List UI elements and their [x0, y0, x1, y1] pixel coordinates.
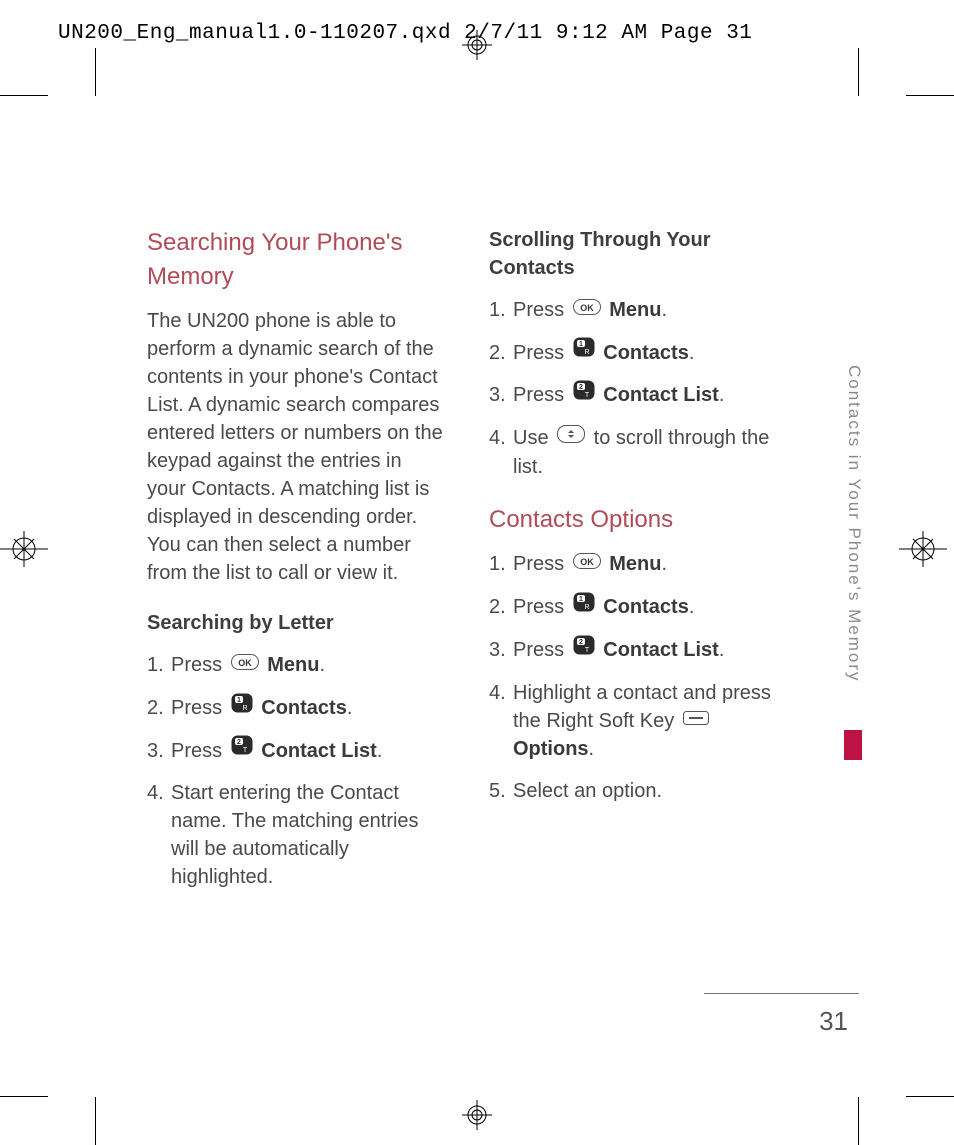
step-text: Press	[513, 596, 570, 618]
ok-key-icon	[573, 549, 601, 577]
step-item: 1. Press Menu.	[489, 550, 787, 579]
step-text: Press	[171, 740, 228, 762]
step-item: 4.Use to scroll through the list.	[489, 424, 787, 481]
step-text: Press	[513, 342, 570, 364]
step-number: 4.	[489, 679, 506, 707]
step-text: .	[347, 697, 353, 719]
keypad-1-icon	[573, 337, 595, 365]
step-text: .	[377, 740, 383, 762]
step-text: Select an option.	[513, 780, 662, 802]
step-text: .	[661, 553, 667, 575]
chapter-side-label: Contacts in Your Phone's Memory	[844, 365, 864, 683]
step-number: 2.	[489, 339, 506, 367]
crop-mark	[95, 48, 96, 96]
step-number: 1.	[489, 296, 506, 324]
step-item: 1. Press Menu.	[489, 296, 787, 325]
registration-mark-icon	[462, 1100, 492, 1130]
step-text: Press	[513, 553, 570, 575]
ok-key-icon	[231, 650, 259, 678]
chapter-tab	[844, 730, 862, 760]
step-number: 1.	[489, 550, 506, 578]
body-paragraph: The UN200 phone is able to perform a dyn…	[147, 307, 445, 587]
crop-mark	[858, 1097, 859, 1145]
step-bold: Contacts	[603, 596, 689, 618]
step-number: 4.	[489, 424, 506, 452]
step-number: 3.	[489, 636, 506, 664]
crop-mark	[906, 95, 954, 96]
crop-mark	[0, 95, 48, 96]
step-bold: Menu	[609, 299, 661, 321]
step-item: 2. Press Contacts.	[147, 694, 445, 723]
fold-mark-icon	[0, 525, 55, 573]
step-text: Press	[171, 697, 228, 719]
step-bold: Menu	[267, 654, 319, 676]
step-text: .	[661, 299, 667, 321]
step-number: 3.	[489, 381, 506, 409]
page-number: 31	[819, 1006, 848, 1037]
step-bold: Contact List	[261, 740, 377, 762]
step-bold: Options	[513, 738, 589, 760]
soft-key-icon	[683, 705, 709, 733]
step-list: 1. Press Menu. 2. Press Contacts. 3. Press Co…	[489, 550, 787, 805]
keypad-2-icon	[231, 735, 253, 763]
step-bold: Contacts	[261, 697, 347, 719]
crop-mark	[0, 1096, 48, 1097]
keypad-1-icon	[231, 693, 253, 721]
step-text: Press	[513, 384, 570, 406]
fold-mark-icon	[899, 525, 954, 573]
step-item: 4.Start entering the Contact name. The m…	[147, 779, 445, 891]
left-column: Searching Your Phone's Memory The UN200 …	[147, 226, 445, 905]
step-bold: Contacts	[603, 342, 689, 364]
section-heading: Searching Your Phone's Memory	[147, 226, 445, 293]
crop-mark	[858, 48, 859, 96]
step-item: 1. Press Menu.	[147, 651, 445, 680]
step-text: .	[319, 654, 325, 676]
keypad-2-icon	[573, 635, 595, 663]
step-number: 2.	[489, 593, 506, 621]
step-item: 4.Highlight a contact and press the Righ…	[489, 679, 787, 764]
subsection-heading: Searching by Letter	[147, 609, 445, 637]
footer-rule	[704, 993, 859, 994]
keypad-1-icon	[573, 592, 595, 620]
step-text: Press	[171, 654, 228, 676]
print-slug: UN200_Eng_manual1.0-110207.qxd 2/7/11 9:…	[58, 22, 752, 45]
ok-key-icon	[573, 295, 601, 323]
step-text: Press	[513, 639, 570, 661]
section-heading: Contacts Options	[489, 503, 787, 537]
step-text: .	[689, 596, 695, 618]
keypad-2-icon	[573, 380, 595, 408]
crop-mark	[906, 1096, 954, 1097]
step-item: 3. Press Contact List.	[489, 636, 787, 665]
step-item: 5. Select an option.	[489, 777, 787, 805]
step-item: 2. Press Contacts.	[489, 593, 787, 622]
step-bold: Menu	[609, 553, 661, 575]
registration-mark-icon	[462, 30, 492, 60]
crop-mark	[95, 1097, 96, 1145]
step-text: Start entering the Contact name. The mat…	[171, 782, 419, 888]
step-text: .	[719, 384, 725, 406]
step-item: 2. Press Contacts.	[489, 339, 787, 368]
step-item: 3. Press Contact List.	[489, 381, 787, 410]
step-text: Use	[513, 427, 554, 449]
step-text: .	[689, 342, 695, 364]
step-list: 1. Press Menu. 2. Press Contacts. 3. Press Co…	[147, 651, 445, 891]
content-area: Searching Your Phone's Memory The UN200 …	[147, 226, 787, 905]
right-column: Scrolling Through Your Contacts 1. Press …	[489, 226, 787, 905]
step-bold: Contact List	[603, 384, 719, 406]
step-list: 1. Press Menu. 2. Press Contacts. 3. Press Co…	[489, 296, 787, 481]
step-item: 3. Press Contact List.	[147, 737, 445, 766]
step-number: 1.	[147, 651, 164, 679]
step-bold: Contact List	[603, 639, 719, 661]
nav-key-icon	[557, 423, 585, 451]
step-number: 2.	[147, 694, 164, 722]
step-text: Press	[513, 299, 570, 321]
step-text: Highlight a contact and press the Right …	[513, 682, 771, 732]
step-number: 5.	[489, 777, 506, 805]
step-text: .	[719, 639, 725, 661]
step-text: .	[589, 738, 595, 760]
step-number: 4.	[147, 779, 164, 807]
step-number: 3.	[147, 737, 164, 765]
subsection-heading: Scrolling Through Your Contacts	[489, 226, 787, 282]
manual-page: UN200_Eng_manual1.0-110207.qxd 2/7/11 9:…	[0, 0, 954, 1145]
